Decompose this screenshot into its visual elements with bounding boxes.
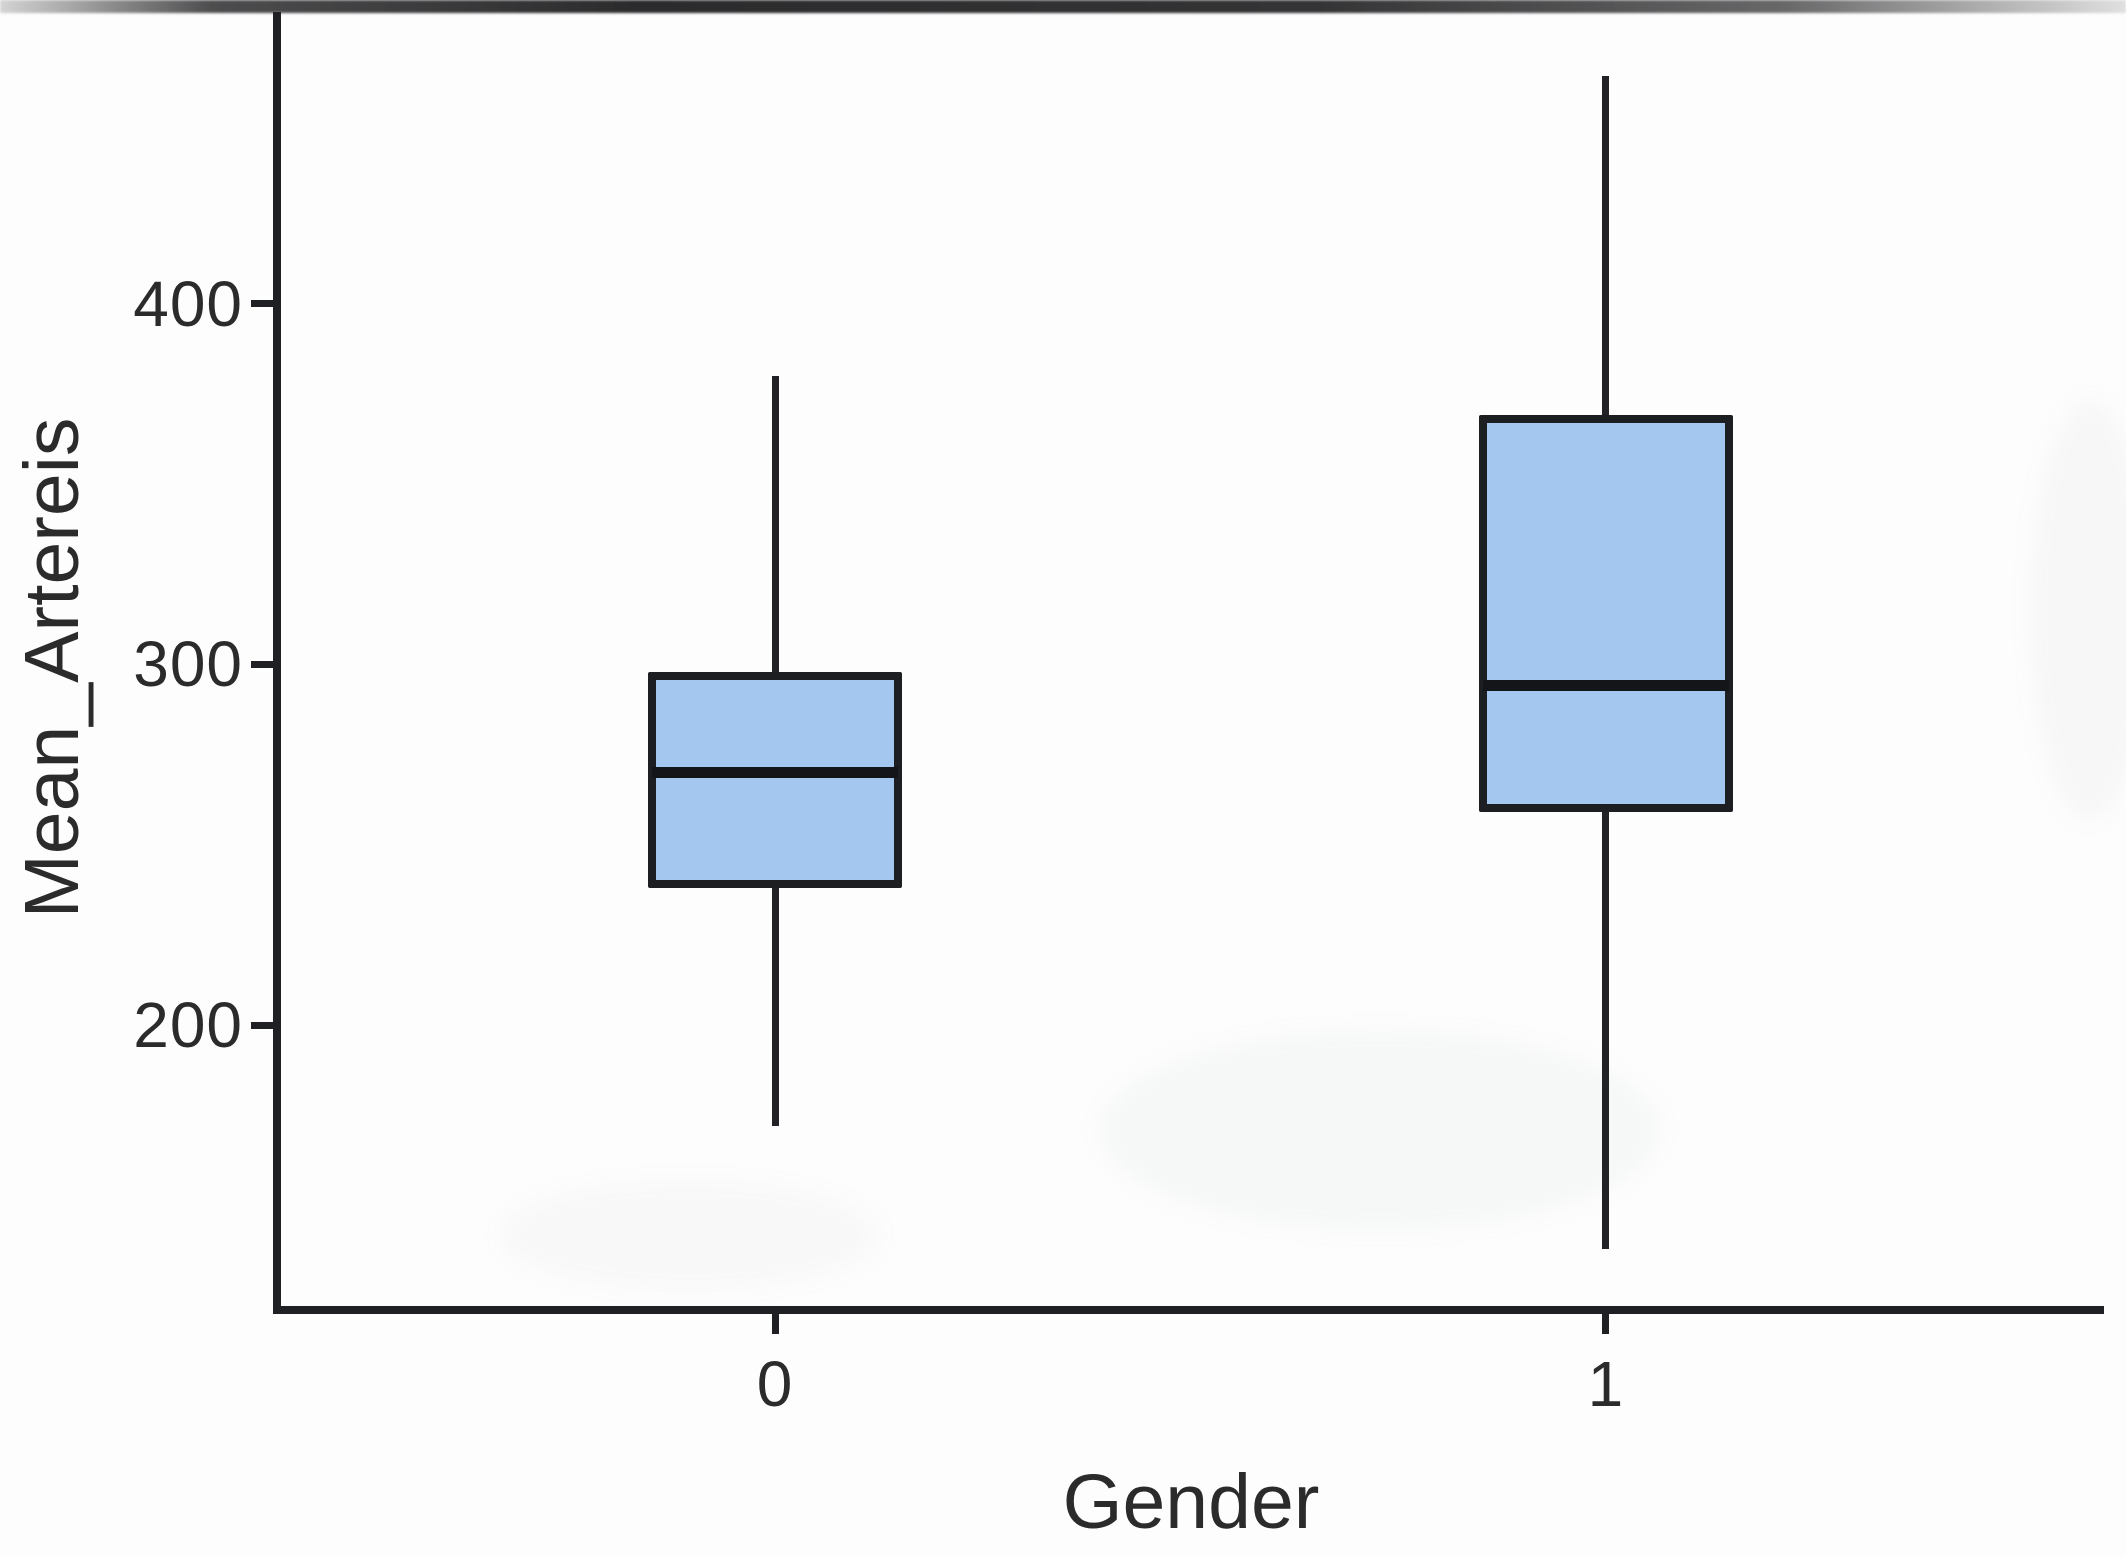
scan-artifact-top	[0, 0, 2126, 13]
y-tick-label: 400	[133, 267, 243, 340]
x-tick-label: 1	[1587, 1348, 1625, 1420]
boxplot-box	[648, 671, 903, 888]
y-tick	[251, 300, 273, 308]
y-tick-label: 200	[133, 989, 243, 1062]
median-line	[652, 767, 899, 779]
y-tick	[251, 660, 273, 668]
whisker-upper	[1602, 76, 1610, 420]
x-axis-line	[273, 1306, 2104, 1314]
y-tick	[251, 1021, 273, 1029]
y-axis-line	[273, 12, 281, 1314]
x-axis-title: Gender	[1062, 1459, 1320, 1545]
y-axis-title: Mean_Artereis	[9, 417, 95, 919]
whisker-lower	[1602, 808, 1610, 1249]
median-line	[1482, 680, 1729, 692]
whisker-lower	[771, 883, 779, 1126]
y-tick-label: 300	[133, 628, 243, 701]
boxplot-box	[1478, 415, 1733, 813]
x-tick-label: 0	[756, 1348, 794, 1420]
x-tick	[1602, 1314, 1610, 1334]
whisker-upper	[771, 375, 779, 676]
x-tick	[771, 1314, 779, 1334]
